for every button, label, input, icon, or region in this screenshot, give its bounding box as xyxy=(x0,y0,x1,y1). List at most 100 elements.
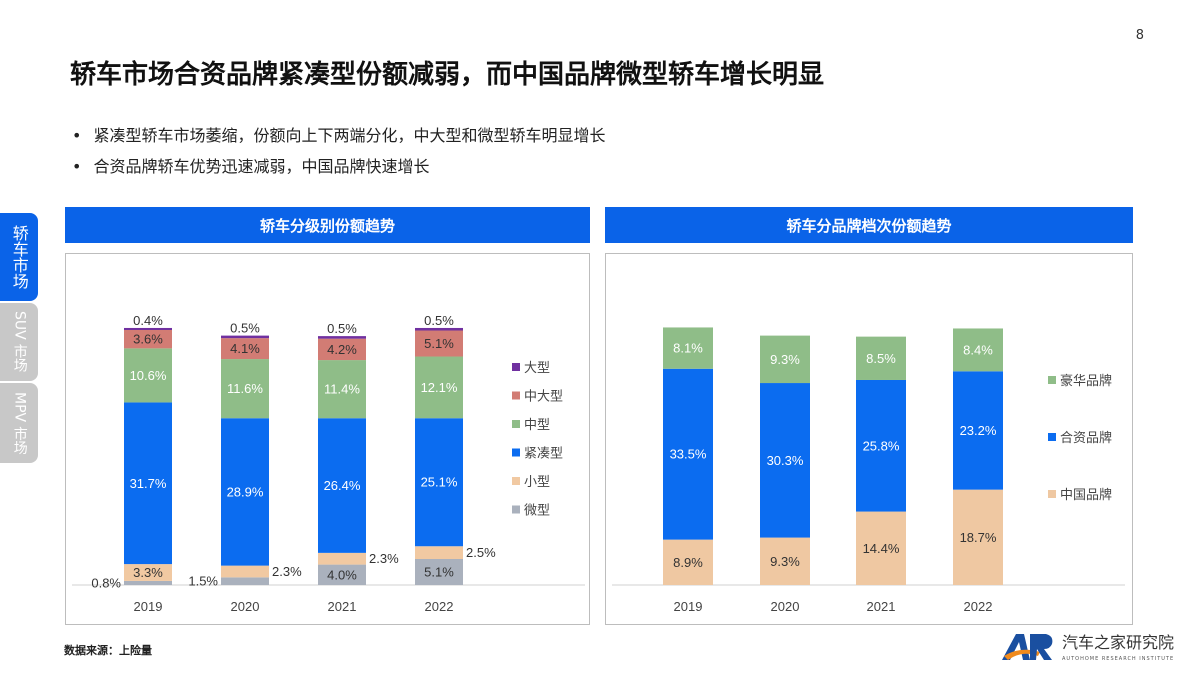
data-label: 25.1% xyxy=(421,475,458,490)
bar-segment xyxy=(663,539,713,585)
bar-segment xyxy=(318,552,366,565)
bar-segment xyxy=(415,546,463,559)
bar-segment xyxy=(318,338,366,361)
data-label: 1.5% xyxy=(188,574,218,589)
x-tick-label: 2019 xyxy=(134,599,163,614)
logo-mark-icon xyxy=(1002,634,1053,660)
x-tick-label: 2021 xyxy=(867,599,896,614)
bar-segment xyxy=(221,338,269,360)
bar-segment xyxy=(415,356,463,419)
data-label: 2.3% xyxy=(272,564,302,579)
data-label: 30.3% xyxy=(767,453,804,468)
data-label: 0.5% xyxy=(327,321,357,336)
legend-swatch xyxy=(512,363,520,371)
bar-segment xyxy=(663,327,713,369)
bar-segment xyxy=(953,489,1003,585)
data-label: 9.3% xyxy=(770,554,800,569)
bullet-item: 紧凑型轿车市场萎缩，份额向上下两端分化，中大型和微型轿车明显增长 xyxy=(72,120,605,151)
bar-segment xyxy=(415,558,463,585)
bar-segment xyxy=(760,383,810,538)
data-label: 26.4% xyxy=(324,478,361,493)
data-label: 4.2% xyxy=(327,342,357,357)
x-tick-label: 2021 xyxy=(328,599,357,614)
legend-label: 中大型 xyxy=(524,390,563,405)
legend-label: 大型 xyxy=(524,361,550,376)
legend-swatch xyxy=(512,391,520,400)
bar-segment xyxy=(663,368,713,540)
data-label: 23.2% xyxy=(960,423,997,438)
data-label: 28.9% xyxy=(227,484,264,499)
legend-label: 合资品牌 xyxy=(1060,430,1112,446)
bar-segment xyxy=(124,330,172,349)
legend-swatch xyxy=(1048,376,1056,384)
data-label: 4.0% xyxy=(327,567,357,582)
bar-segment xyxy=(124,402,172,565)
legend-swatch xyxy=(512,448,520,457)
bar-segment xyxy=(124,348,172,403)
bar-segment xyxy=(221,418,269,566)
data-label: 8.5% xyxy=(866,351,896,366)
logo-subtitle: AUTOHOME RESEARCH INSTITUTE xyxy=(1062,656,1175,662)
data-label: 3.3% xyxy=(133,565,163,580)
data-label: 31.7% xyxy=(130,476,167,491)
legend-label: 中型 xyxy=(524,418,550,433)
bar-segment xyxy=(318,360,366,419)
data-label: 2.3% xyxy=(369,551,399,566)
bar-segment xyxy=(415,327,463,331)
bar-segment xyxy=(415,418,463,547)
legend-label: 紧凑型 xyxy=(524,447,563,462)
legend-swatch xyxy=(512,477,520,485)
page-title: 轿车市场合资品牌紧凑型份额减弱，而中国品牌微型轿车增长明显 xyxy=(70,60,825,90)
legend-label: 中国品牌 xyxy=(1060,487,1112,503)
data-label: 0.8% xyxy=(91,575,121,590)
legend-swatch xyxy=(512,505,520,514)
bar-segment xyxy=(318,418,366,553)
bar-segment xyxy=(221,577,269,585)
data-label: 18.7% xyxy=(960,530,997,545)
side-tab-sedan[interactable]: 轿车市场 xyxy=(0,213,38,301)
bar-segment xyxy=(953,328,1003,372)
bar-segment xyxy=(124,327,172,330)
data-label: 4.1% xyxy=(230,341,260,356)
data-label: 2.5% xyxy=(466,545,496,560)
logo: 汽车之家研究院 AUTOHOME RESEARCH INSTITUTE xyxy=(1000,632,1174,672)
legend-swatch xyxy=(1048,490,1056,498)
bar-segment xyxy=(856,379,906,512)
bar-segment xyxy=(124,580,172,585)
x-tick-label: 2020 xyxy=(231,599,260,614)
data-label: 10.6% xyxy=(130,368,167,383)
data-label: 11.4% xyxy=(324,382,360,397)
data-label: 8.4% xyxy=(963,342,993,357)
page-number: 8 xyxy=(1135,28,1144,43)
x-tick-label: 2020 xyxy=(771,599,800,614)
chart-box-left xyxy=(65,253,590,625)
data-label: 0.5% xyxy=(230,321,260,336)
legend-label: 豪华品牌 xyxy=(1060,373,1112,389)
bar-segment xyxy=(221,359,269,419)
side-tab-mpv[interactable]: MPV 市场 xyxy=(0,383,38,463)
data-label: 0.5% xyxy=(424,313,454,328)
bar-segment xyxy=(953,371,1003,490)
data-label: 5.1% xyxy=(424,336,454,351)
x-tick-label: 2019 xyxy=(674,599,703,614)
data-label: 3.6% xyxy=(133,332,163,347)
data-label: 5.1% xyxy=(424,564,454,579)
bar-segment xyxy=(221,335,269,339)
legend-swatch xyxy=(1048,433,1056,441)
side-tab-suv[interactable]: SUV 市场 xyxy=(0,303,38,381)
bar-segment xyxy=(221,565,269,578)
chart-title-left: 轿车分级别份额趋势 xyxy=(65,207,590,243)
data-label: 12.1% xyxy=(421,380,458,395)
bar-segment xyxy=(760,335,810,384)
logo-name: 汽车之家研究院 xyxy=(1062,633,1175,652)
chart-box-right xyxy=(605,253,1133,625)
data-label: 14.4% xyxy=(863,541,900,556)
data-label: 9.3% xyxy=(770,352,800,367)
x-tick-label: 2022 xyxy=(425,599,454,614)
bar-segment xyxy=(856,511,906,585)
bullet-item: 合资品牌轿车优势迅速减弱，中国品牌快速增长 xyxy=(72,151,605,182)
data-label: 33.5% xyxy=(670,447,707,462)
bar-segment xyxy=(415,330,463,357)
bar-segment xyxy=(856,336,906,380)
